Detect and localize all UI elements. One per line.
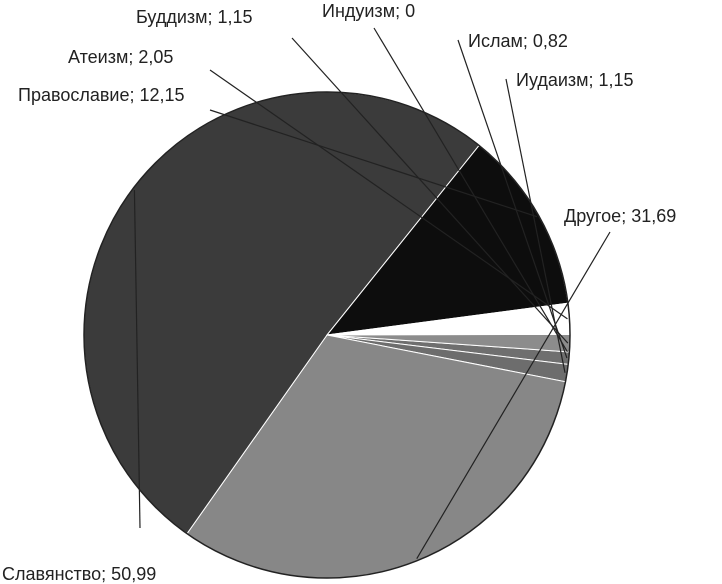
leader-line-4 xyxy=(209,109,538,218)
leader-line-0 xyxy=(457,39,568,359)
data-label-0: Ислам; 0,82 xyxy=(468,31,568,51)
data-label-1: Иудаизм; 1,15 xyxy=(516,70,634,90)
data-label-3: Славянство; 50,99 xyxy=(2,564,156,584)
leader-line-7 xyxy=(373,27,568,353)
pie-outline xyxy=(83,91,571,579)
data-label-7: Индуизм; 0 xyxy=(322,1,415,21)
leader-line-6 xyxy=(291,37,569,344)
data-label-6: Буддизм; 1,15 xyxy=(136,7,253,27)
data-label-2: Другое; 31,69 xyxy=(564,206,676,226)
data-label-5: Атеизм; 2,05 xyxy=(68,47,173,67)
data-label-4: Православие; 12,15 xyxy=(18,85,185,105)
leader-line-3 xyxy=(133,190,141,529)
leader-line-2 xyxy=(416,231,611,559)
